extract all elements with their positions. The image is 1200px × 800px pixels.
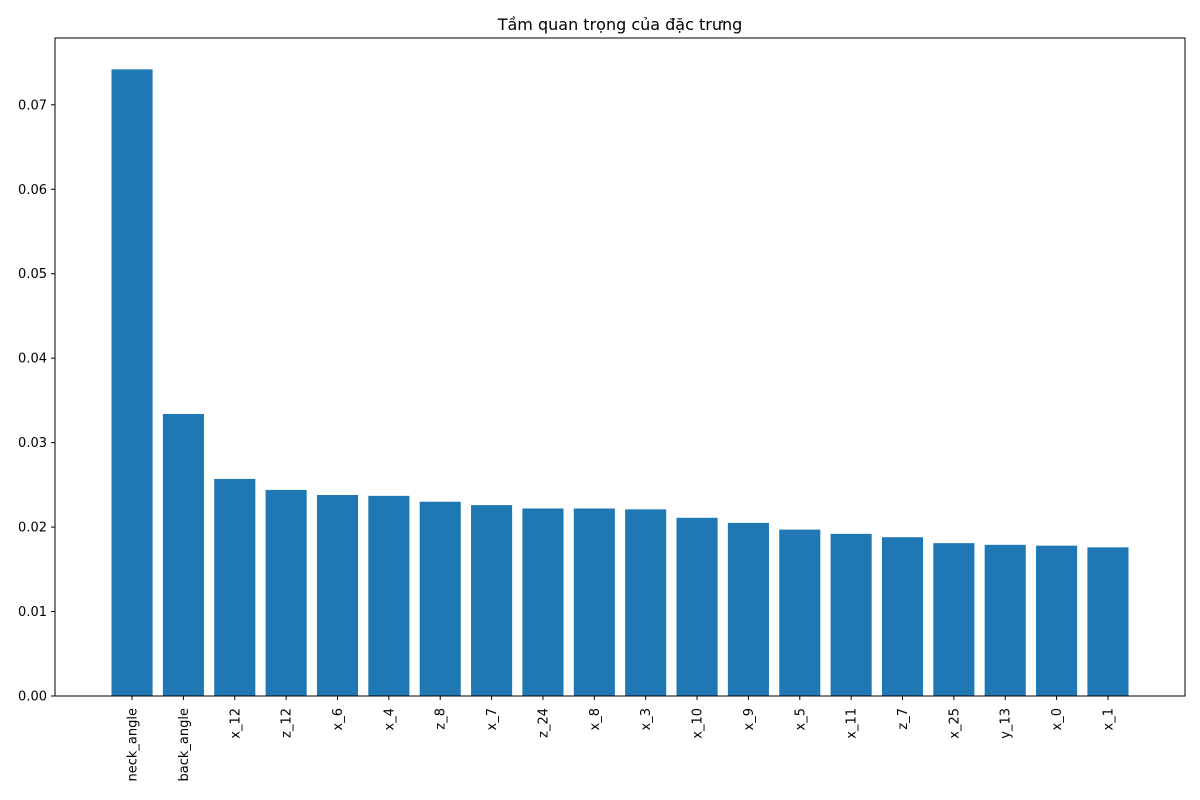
x-tick-label: x_12: [228, 708, 243, 739]
bar-neck-angle: [111, 69, 153, 697]
bar-x-7: [471, 505, 513, 696]
chart-title: Tầm quan trọng của đặc trưng: [497, 15, 743, 34]
bar-z-8: [419, 501, 461, 696]
x-tick-label: x_6: [331, 708, 346, 730]
bar-back-angle: [162, 413, 204, 696]
y-tick-label: 0.01: [18, 605, 47, 620]
bar-x-5: [779, 529, 821, 696]
y-tick-label: 0.05: [18, 267, 47, 282]
x-tick-label: x_1: [1101, 708, 1116, 730]
x-tick-label: z_7: [896, 708, 911, 730]
bar-x-12: [214, 478, 256, 696]
x-tick-label: back_angle: [177, 708, 192, 781]
y-tick-label: 0.00: [18, 690, 47, 705]
x-tick-label: x_3: [639, 708, 654, 730]
bar-x-6: [316, 494, 359, 696]
x-tick-label: x_10: [691, 708, 706, 739]
x-tick-label: z_12: [280, 708, 295, 738]
y-ticks-group: 0.00 0.01 0.02 0.03 0.04 0.05 0.06 0.07: [18, 98, 55, 705]
y-tick-label: 0.06: [18, 183, 47, 198]
bar-x-4: [368, 495, 410, 696]
bar-z-12: [265, 489, 307, 696]
x-tick-label: x_25: [947, 708, 962, 739]
x-tick-label: x_9: [742, 708, 757, 730]
bar-x-11: [830, 533, 872, 696]
bar-y-13: [984, 544, 1026, 696]
x-tick-label: neck_angle: [126, 708, 141, 781]
bar-x-0: [1036, 545, 1078, 696]
y-tick-label: 0.03: [18, 436, 47, 451]
x-ticks-group: neck_angle back_angle x_12 z_12 x_6 x_4 z_8 x_7…: [126, 696, 1116, 781]
x-tick-label: y_13: [999, 708, 1014, 739]
x-tick-label: x_0: [1050, 708, 1065, 730]
x-tick-label: x_4: [382, 708, 397, 730]
y-tick-label: 0.02: [18, 521, 47, 536]
bar-z-24: [522, 508, 564, 696]
x-tick-label: x_7: [485, 708, 500, 730]
x-tick-label: z_24: [536, 708, 551, 738]
bar-x-25: [933, 543, 975, 696]
y-tick-label: 0.07: [18, 98, 47, 113]
bar-x-9: [727, 522, 769, 696]
bar-x-10: [676, 517, 718, 696]
y-tick-label: 0.04: [18, 352, 47, 367]
x-tick-label: x_11: [845, 708, 860, 739]
bar-z-7: [881, 537, 924, 696]
x-tick-label: x_8: [588, 708, 603, 730]
x-tick-label: x_5: [793, 708, 808, 730]
bar-x-1: [1087, 547, 1129, 696]
bar-x-8: [573, 508, 615, 696]
bars-group: [111, 69, 1129, 697]
plot-frame: [54, 37, 1186, 697]
bar-x-3: [625, 509, 667, 696]
x-tick-label: z_8: [434, 708, 449, 730]
